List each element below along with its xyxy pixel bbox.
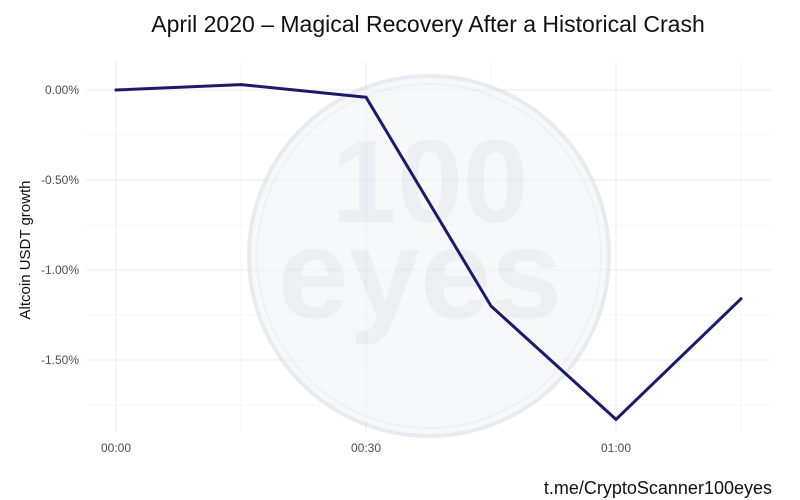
- watermark-inner-ring: [256, 83, 602, 429]
- watermark-line1: 100: [332, 116, 529, 248]
- x-tick-label: 00:30: [351, 441, 381, 455]
- watermark-circle: [247, 74, 611, 438]
- y-tick-label: 0.00%: [45, 83, 79, 97]
- x-tick-label: 01:00: [601, 441, 631, 455]
- series-lines: [114, 83, 743, 421]
- y-tick-label: -1.50%: [41, 353, 79, 367]
- y-tick-label: -1.00%: [41, 263, 79, 277]
- y-tick-label: -0.50%: [41, 173, 79, 187]
- data-point: [114, 88, 118, 92]
- data-point: [739, 297, 743, 301]
- data-point: [489, 304, 493, 308]
- watermark-logo-icon: 100 eyes: [247, 74, 611, 438]
- watermark-line2: eyes: [278, 203, 563, 346]
- y-axis-label: Altcoin USDT growth: [17, 181, 34, 320]
- axis-ticks: 0.00% -0.50% -1.00% -1.50% 00:00 00:30 01:00: [41, 83, 631, 455]
- data-point: [239, 83, 243, 87]
- x-tick-label: 00:00: [101, 441, 131, 455]
- chart-caption: t.me/CryptoScanner100eyes: [544, 478, 772, 498]
- series-line: [114, 83, 743, 421]
- chart-title: April 2020 – Magical Recovery After a Hi…: [151, 11, 705, 37]
- data-point: [364, 95, 368, 99]
- data-point: [614, 417, 618, 421]
